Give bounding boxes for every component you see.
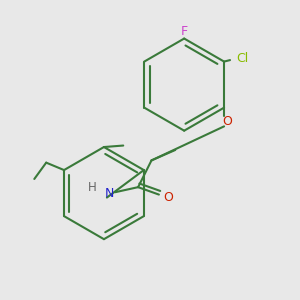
Text: N: N xyxy=(105,187,115,200)
Text: O: O xyxy=(163,191,173,204)
Text: O: O xyxy=(222,115,232,128)
Text: F: F xyxy=(181,25,188,38)
Text: H: H xyxy=(88,181,96,194)
Text: Cl: Cl xyxy=(236,52,248,65)
